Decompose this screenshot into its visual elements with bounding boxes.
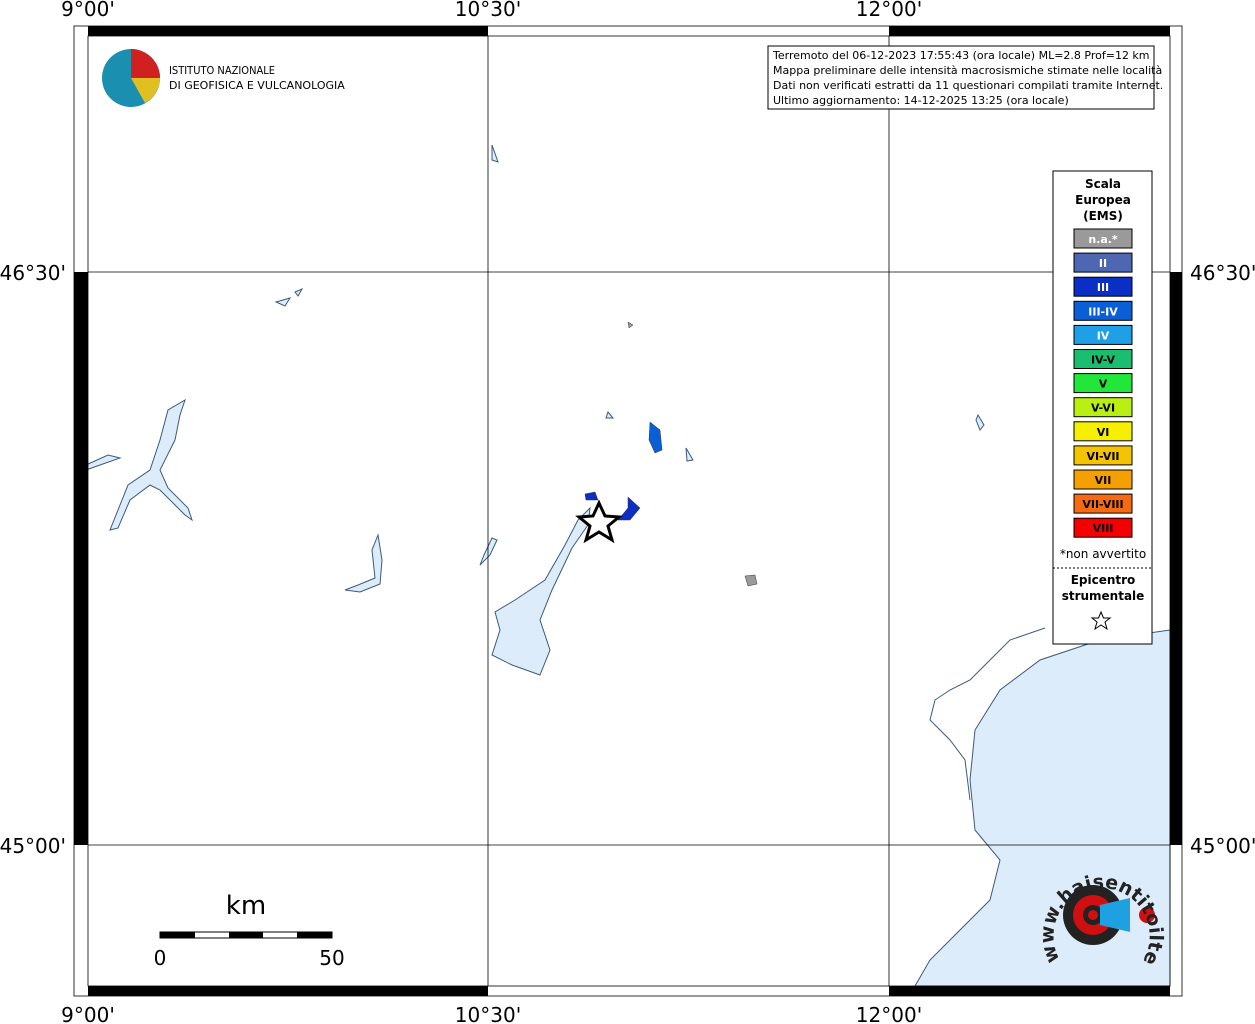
scale-bar: km 0 50: [154, 891, 345, 970]
legend-swatch: [1073, 252, 1133, 273]
lon-label: 12°00': [856, 0, 922, 21]
legend-label: IV: [1097, 329, 1110, 342]
info-line: Mappa preliminare delle intensità macros…: [773, 64, 1162, 77]
lake: [109, 398, 193, 531]
scale-unit: km: [226, 891, 266, 921]
lon-label: 9°00': [61, 0, 115, 21]
legend-swatch: [1073, 373, 1133, 394]
scale-label: 50: [319, 946, 344, 970]
info-line: Dati non verificati estratti da 11 quest…: [773, 79, 1163, 92]
lake: [491, 144, 499, 163]
intensity-area: [648, 421, 663, 454]
legend-label: VII-VIII: [1082, 498, 1123, 511]
legend-label: VIII: [1093, 522, 1114, 535]
legend-swatch: [1073, 517, 1133, 538]
legend-label: VI-VII: [1086, 450, 1119, 463]
legend-label: VII: [1095, 474, 1112, 487]
legend-title: Scala: [1085, 177, 1121, 191]
legend-label: n.a.*: [1088, 233, 1118, 246]
lon-label: 10°30': [455, 1003, 521, 1024]
info-line: Terremoto del 06-12-2023 17:55:43 (ora l…: [772, 49, 1150, 62]
legend-swatch: [1073, 300, 1133, 321]
intensity-area: [627, 321, 758, 587]
legend-swatch: [1073, 228, 1133, 249]
legend-title: Europea: [1075, 193, 1131, 207]
info-line: Ultimo aggiornamento: 14-12-2025 13:25 (…: [773, 94, 1069, 107]
lat-label: 45°00': [1190, 834, 1255, 858]
lake: [605, 410, 985, 462]
legend-star: [1090, 610, 1112, 631]
lake: [479, 537, 498, 566]
legend-swatch: [1073, 421, 1133, 442]
legend-swatch: [1073, 469, 1133, 490]
legend-label: V: [1099, 378, 1108, 391]
lat-label: 45°00': [0, 834, 66, 858]
legend-epicentre: Epicentro: [1071, 573, 1136, 587]
legend-note: *non avvertito: [1060, 547, 1146, 561]
legend-label: II: [1099, 257, 1107, 270]
institute-name: ISTITUTO NAZIONALE: [169, 64, 275, 77]
lake: [85, 454, 122, 471]
info-box: [767, 45, 1155, 110]
legend-label: V-VI: [1091, 402, 1115, 415]
legend-swatch: [1073, 493, 1133, 514]
lake: [344, 533, 383, 593]
legend-label: III-IV: [1088, 305, 1118, 318]
legend-swatch: [1073, 349, 1133, 369]
lat-label: 46°30': [1190, 261, 1255, 285]
legend-label: IV-V: [1091, 354, 1116, 367]
ingv-logo: ISTITUTO NAZIONALE DI GEOFISICA E VULCAN…: [102, 49, 345, 107]
lake: [491, 506, 591, 676]
legend-epicentre: strumentale: [1062, 589, 1145, 603]
lon-label: 9°00': [61, 1003, 115, 1024]
lat-label: 46°30': [0, 261, 66, 285]
legend-swatch: [1073, 397, 1133, 418]
coast: [929, 627, 1046, 801]
frame-ticks: [74, 26, 1182, 996]
legend-label: VI: [1097, 426, 1110, 439]
legend-swatch: [1073, 276, 1133, 297]
lon-label: 12°00': [856, 1003, 922, 1024]
scale-label: 0: [154, 946, 167, 970]
legend-swatch: [1073, 324, 1133, 345]
legend-title: (EMS): [1083, 209, 1123, 223]
lake: [274, 287, 304, 307]
institute-name: DI GEOFISICA E VULCANOLOGIA: [169, 79, 345, 92]
epicentre: [575, 499, 623, 544]
intensity-area: [584, 491, 641, 521]
legend-swatch: [1073, 445, 1133, 466]
lon-label: 10°30': [455, 0, 521, 21]
legend-label: III: [1097, 281, 1109, 294]
